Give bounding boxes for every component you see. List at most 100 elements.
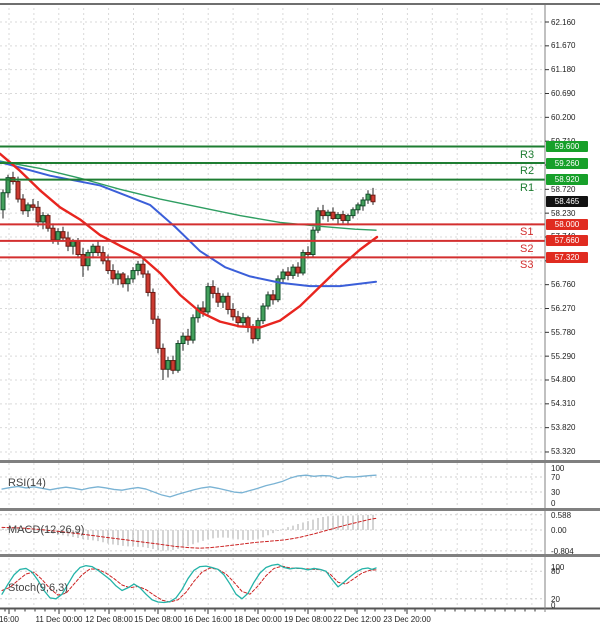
stoch-k-line — [1, 563, 377, 604]
candle-body — [0, 192, 6, 211]
level-label-s1: S1 — [520, 226, 534, 239]
stoch-tick-label: 80 — [551, 567, 560, 577]
price-tick-label: 56.270 — [551, 303, 576, 313]
candle-body — [65, 237, 71, 247]
candle-body — [175, 343, 181, 371]
candle-body — [210, 286, 216, 294]
candle-body — [215, 292, 221, 303]
candle-body — [190, 317, 196, 341]
level-label-r1: R1 — [520, 181, 535, 194]
candle-body — [125, 278, 131, 285]
time-tick-label: 19 Dec 08:00 — [284, 615, 332, 624]
candle-body — [325, 211, 331, 217]
candle-body — [75, 240, 81, 255]
candle-body — [20, 198, 26, 212]
macd-tick-label: 0.00 — [551, 526, 567, 535]
candle-body — [365, 193, 371, 201]
level-price-box-s1: 58.000 — [546, 218, 588, 230]
candle-body — [90, 245, 96, 254]
time-tick-label: 18 Dec 00:00 — [234, 615, 282, 624]
candle-body — [305, 252, 311, 255]
candle-body — [150, 291, 156, 320]
price-tick-label: 60.690 — [551, 89, 576, 98]
candle-body — [275, 278, 281, 301]
rsi-tick-label: 30 — [551, 488, 560, 498]
candle-body — [300, 252, 306, 274]
level-price-box-s3: 57.320 — [546, 251, 588, 263]
candle-body — [370, 194, 376, 203]
time-tick-label: 15 Dec 08:00 — [134, 615, 182, 624]
candle-body — [280, 271, 286, 280]
candle-body — [230, 308, 236, 318]
rsi-pane-label: RSI(14) — [8, 477, 46, 489]
candle-body — [55, 231, 61, 241]
level-label-r3: R3 — [520, 148, 535, 161]
candle-body — [145, 273, 151, 293]
macd-tick-label: 0.588 — [551, 510, 572, 520]
candle-body — [250, 326, 256, 340]
price-tick-label: 53.820 — [551, 423, 576, 433]
rsi-tick-label: 0 — [551, 499, 556, 508]
time-tick-label: 16:00 — [0, 615, 20, 624]
candle-body — [30, 204, 36, 208]
level-price-box-r3: 59.600 — [546, 141, 588, 153]
level-label-s2: S2 — [520, 242, 534, 255]
candle-body — [130, 270, 136, 280]
candle-body — [115, 273, 121, 280]
stoch-tick-label: 0 — [551, 601, 556, 610]
ma-slow-green — [0, 160, 377, 231]
stoch-tick-label: 20 — [551, 594, 560, 604]
candle-body — [160, 347, 166, 370]
candle-body — [330, 211, 336, 220]
candle-body — [320, 210, 326, 217]
candle-body — [310, 229, 316, 255]
price-tick-label: 61.180 — [551, 65, 576, 75]
candle-body — [340, 214, 346, 221]
level-label-r2: R2 — [520, 165, 535, 178]
ma-fast-red — [0, 152, 379, 329]
rsi-tick-label: 70 — [551, 473, 560, 483]
candle-body — [335, 214, 341, 220]
candle-body — [285, 271, 291, 276]
time-tick-label: 11 Dec 00:00 — [35, 615, 83, 624]
candle-body — [265, 294, 271, 307]
candle-body — [5, 177, 11, 194]
level-price-box-r2: 59.260 — [546, 157, 588, 169]
macd-tick-label: -0.804 — [551, 546, 574, 556]
candle-body — [45, 215, 51, 229]
candle-body — [80, 253, 86, 267]
candle-body — [260, 305, 266, 322]
price-tick-label: 54.800 — [551, 375, 576, 385]
ma-mid-blue — [0, 161, 377, 288]
candle-body — [140, 263, 146, 275]
candle-body — [345, 215, 351, 221]
candle-body — [355, 204, 361, 211]
level-label-s3: S3 — [520, 259, 534, 272]
candle-body — [350, 209, 356, 217]
candle-body — [70, 240, 76, 247]
stoch-d-line — [1, 565, 377, 603]
candle-body — [255, 320, 261, 340]
time-tick-label: 12 Dec 08:00 — [85, 615, 133, 624]
price-tick-label: 56.760 — [551, 280, 576, 290]
candle-body — [50, 227, 56, 241]
candle-body — [240, 317, 246, 324]
candle-body — [295, 266, 301, 274]
candle-body — [35, 206, 41, 223]
candle-body — [225, 295, 231, 310]
macd-signal-line — [1, 517, 377, 549]
candle-body — [135, 263, 141, 272]
rsi-line — [1, 474, 377, 498]
candle-body — [220, 295, 226, 303]
time-tick-label: 16 Dec 16:00 — [184, 615, 232, 624]
candle-body — [105, 260, 111, 272]
price-tick-label: 58.720 — [551, 184, 576, 194]
candle-body — [60, 231, 66, 239]
candle-body — [95, 245, 101, 254]
candle-body — [270, 294, 276, 301]
candle-body — [315, 210, 321, 231]
price-tick-label: 55.780 — [551, 327, 576, 337]
candle-body — [85, 252, 91, 267]
